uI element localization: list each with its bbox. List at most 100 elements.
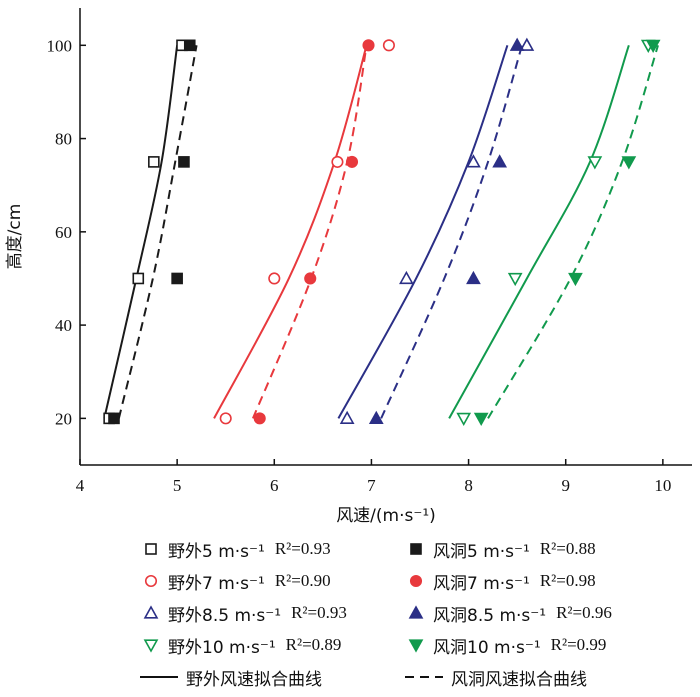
data-point-series-4 bbox=[466, 154, 481, 168]
legend-label: 野外5 m·s⁻¹ bbox=[168, 541, 265, 562]
legend-marker-icon bbox=[143, 605, 159, 619]
x-ticks: 4 5 6 7 8 9 10 bbox=[76, 459, 671, 495]
y-tick-label: 20 bbox=[55, 409, 72, 428]
legend-marker-icon bbox=[144, 574, 158, 588]
legend-item-field-5: 野外5 m·s⁻¹ R²=0.93 bbox=[140, 535, 331, 563]
legend-item-tunnel-fit-line: 风洞风速拟合曲线 bbox=[405, 663, 587, 691]
legend-item-field-7: 野外7 m·s⁻¹ R²=0.90 bbox=[140, 567, 331, 595]
chart-svg: 4 5 6 7 8 9 10 20 40 60 80 100 风速/(m·s⁻¹) 高度/cm bbox=[5, 8, 692, 526]
data-point-series-3 bbox=[253, 412, 266, 425]
x-tick-label: 5 bbox=[173, 476, 182, 495]
legend-label: 风洞10 m·s⁻¹ bbox=[433, 637, 541, 658]
data-point-series-7 bbox=[645, 39, 661, 53]
x-tick-label: 6 bbox=[270, 476, 279, 495]
legend-r2: R²=0.98 bbox=[539, 571, 596, 590]
x-tick-label: 7 bbox=[367, 476, 376, 495]
legend-marker-shape bbox=[408, 605, 424, 619]
y-tick-label: 60 bbox=[55, 223, 72, 242]
data-point-series-5 bbox=[368, 410, 384, 424]
data-point-series-2 bbox=[268, 272, 281, 285]
fit-curve-dashed-8-5 bbox=[380, 45, 523, 419]
y-tick-label: 100 bbox=[47, 36, 73, 55]
legend-r2: R²=0.88 bbox=[539, 539, 596, 558]
x-tick-label: 4 bbox=[76, 476, 85, 495]
fit-curve-dashed-10 bbox=[487, 45, 659, 419]
x-tick-label: 8 bbox=[464, 476, 473, 495]
legend-marker-shape bbox=[143, 639, 159, 653]
data-point-series-1 bbox=[183, 39, 196, 52]
legend-r2: R²=0.96 bbox=[556, 603, 612, 622]
data-point-series-1 bbox=[108, 412, 120, 425]
legend-label: 风洞7 m·s⁻¹ bbox=[433, 573, 530, 594]
legend-r2: R²=0.93 bbox=[274, 539, 331, 558]
fit-curve-solid-10 bbox=[448, 44, 630, 419]
legend-marker-shape bbox=[145, 543, 157, 555]
legend-r2: R²=0.99 bbox=[550, 635, 607, 654]
legend-marker-icon bbox=[410, 543, 422, 555]
legend-item-tunnel-10: 风洞10 m·s⁻¹ R²=0.99 bbox=[405, 631, 606, 659]
data-point-series-4 bbox=[339, 410, 355, 424]
legend-label: 野外8.5 m·s⁻¹ bbox=[168, 605, 282, 626]
legend-label: 风洞8.5 m·s⁻¹ bbox=[433, 605, 547, 626]
legend-item-tunnel-8-5: 风洞8.5 m·s⁻¹ R²=0.96 bbox=[405, 599, 612, 627]
fit-curves bbox=[103, 44, 659, 419]
data-point-series-5 bbox=[466, 270, 481, 285]
legend-r2: R²=0.93 bbox=[291, 603, 347, 622]
data-point-series-2 bbox=[382, 39, 395, 52]
data-point-series-1 bbox=[171, 272, 183, 285]
fit-curve-solid-7 bbox=[213, 45, 368, 419]
legend-item-field-8-5: 野外8.5 m·s⁻¹ R²=0.93 bbox=[140, 599, 347, 627]
legend-label: 野外7 m·s⁻¹ bbox=[168, 573, 265, 594]
data-point-series-6 bbox=[507, 272, 523, 287]
data-point-series-0 bbox=[132, 272, 145, 285]
x-tick-label: 9 bbox=[561, 476, 570, 495]
data-markers bbox=[103, 37, 661, 427]
legend-item-tunnel-7: 风洞7 m·s⁻¹ R²=0.98 bbox=[405, 567, 596, 595]
fit-curve-solid-8-5 bbox=[337, 44, 509, 419]
data-point-series-6 bbox=[456, 412, 472, 427]
y-ticks: 20 40 60 80 100 bbox=[47, 36, 86, 428]
data-point-series-0 bbox=[148, 156, 160, 168]
y-tick-label: 40 bbox=[55, 316, 72, 335]
fit-curve-solid-5 bbox=[103, 45, 179, 419]
data-point-series-4 bbox=[519, 37, 535, 51]
legend-marker-shape bbox=[410, 543, 422, 555]
data-point-series-3 bbox=[345, 155, 359, 168]
legend-r2: R²=0.90 bbox=[274, 571, 331, 590]
legend-marker-shape bbox=[143, 605, 159, 619]
legend-label: 野外10 m·s⁻¹ bbox=[168, 637, 276, 658]
legend-marker-icon bbox=[408, 639, 424, 653]
legend-r2: R²=0.89 bbox=[285, 635, 342, 654]
data-point-series-2 bbox=[219, 412, 232, 425]
data-point-series-4 bbox=[399, 270, 414, 285]
legend-marker-shape bbox=[409, 574, 423, 588]
legend-marker-icon bbox=[145, 543, 157, 555]
x-tick-label: 10 bbox=[654, 476, 671, 495]
fit-curve-dashed-5 bbox=[117, 45, 198, 419]
legend-item-field-10: 野外10 m·s⁻¹ R²=0.89 bbox=[140, 631, 341, 659]
dashed-line-icon bbox=[405, 676, 443, 678]
legend-label: 野外风速拟合曲线 bbox=[186, 669, 322, 690]
data-point-series-7 bbox=[568, 272, 583, 287]
data-point-series-7 bbox=[621, 156, 637, 170]
y-tick-label: 80 bbox=[55, 130, 72, 149]
data-point-series-7 bbox=[473, 412, 489, 427]
legend-marker-icon bbox=[409, 574, 423, 588]
fit-curve-dashed-7 bbox=[251, 45, 368, 419]
legend-label: 风洞风速拟合曲线 bbox=[451, 669, 587, 690]
plot-area: 4 5 6 7 8 9 10 20 40 60 80 100 风速/(m·s⁻¹) 高度/cm bbox=[5, 8, 692, 526]
legend: 野外5 m·s⁻¹ R²=0.93 风洞5 m·s⁻¹ R²=0.88 野外7 … bbox=[140, 535, 680, 695]
data-point-series-3 bbox=[362, 39, 375, 52]
y-axis-label: 高度/cm bbox=[5, 204, 25, 270]
legend-item-field-fit-line: 野外风速拟合曲线 bbox=[140, 663, 322, 691]
data-point-series-5 bbox=[509, 37, 525, 51]
data-point-series-6 bbox=[587, 156, 603, 170]
legend-marker-icon bbox=[143, 639, 159, 653]
solid-line-icon bbox=[140, 676, 178, 678]
legend-item-tunnel-5: 风洞5 m·s⁻¹ R²=0.88 bbox=[405, 535, 596, 563]
data-point-series-1 bbox=[178, 156, 190, 168]
x-axis-label: 风速/(m·s⁻¹) bbox=[336, 506, 436, 526]
legend-marker-icon bbox=[408, 605, 424, 619]
data-point-series-3 bbox=[304, 272, 317, 285]
legend-marker-shape bbox=[408, 639, 424, 653]
